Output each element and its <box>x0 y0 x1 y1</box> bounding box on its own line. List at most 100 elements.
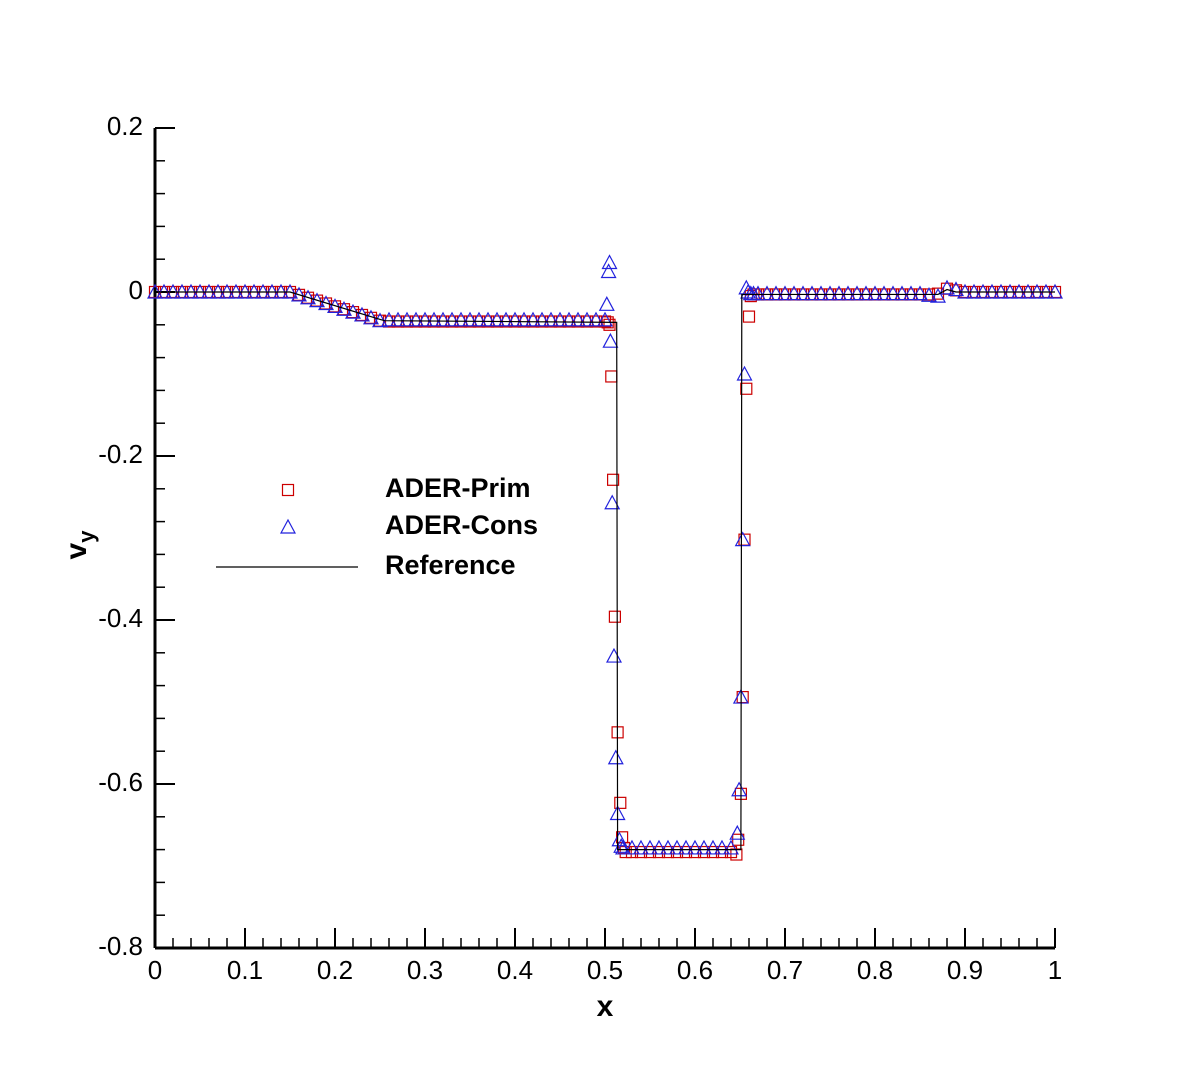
triangle-marker <box>803 285 821 301</box>
triangle-marker <box>479 311 497 327</box>
triangle-marker <box>452 311 470 327</box>
triangle-marker <box>839 285 857 301</box>
triangle-marker <box>560 311 578 327</box>
triangle-marker <box>434 311 452 327</box>
square-marker <box>603 318 616 331</box>
triangle-marker <box>821 285 839 301</box>
triangle-marker <box>407 311 425 327</box>
triangle-marker <box>632 839 650 855</box>
triangle-marker <box>740 283 757 299</box>
triangle-marker <box>722 839 740 855</box>
legend-marker <box>281 483 295 497</box>
triangle-marker <box>470 311 488 327</box>
x-tick-label: 0.8 <box>857 955 893 985</box>
triangle-marker <box>425 311 443 327</box>
triangle-marker <box>731 781 748 797</box>
x-tick-label: 0.7 <box>767 955 803 985</box>
triangle-marker <box>848 285 866 301</box>
x-tick-label: 0.1 <box>227 955 263 985</box>
triangle-marker <box>326 298 344 313</box>
triangle-marker <box>569 311 587 327</box>
y-tick-label: -0.4 <box>98 603 143 633</box>
triangle-marker <box>794 285 812 301</box>
triangle-marker <box>524 311 542 327</box>
triangle-marker <box>686 839 704 855</box>
triangle-marker <box>929 287 947 303</box>
y-axis-label-sub: y <box>74 530 99 543</box>
triangle-marker <box>776 285 794 301</box>
triangle-marker <box>785 285 803 301</box>
square-marker <box>740 382 753 395</box>
triangle-marker <box>308 292 326 308</box>
triangle-marker <box>713 839 731 855</box>
triangle-marker <box>668 839 686 855</box>
triangle-marker <box>605 647 623 663</box>
triangle-marker <box>607 749 624 765</box>
triangle-marker <box>542 311 560 327</box>
triangle-marker <box>317 295 335 311</box>
triangle-marker <box>389 311 407 327</box>
triangle-marker <box>893 285 911 301</box>
triangle-marker <box>611 831 628 847</box>
triangle-marker <box>736 365 753 381</box>
triangle-marker <box>857 285 875 301</box>
square-marker <box>400 315 414 328</box>
triangle-marker <box>335 300 353 316</box>
triangle-marker <box>650 839 668 855</box>
square-marker <box>606 473 620 486</box>
triangle-marker <box>398 311 416 327</box>
square-marker <box>614 796 627 809</box>
triangle-marker <box>515 311 533 327</box>
triangle-marker <box>587 311 605 327</box>
x-tick-label: 0 <box>148 955 162 985</box>
triangle-marker <box>551 311 569 327</box>
y-axis-label: vy <box>60 530 99 560</box>
triangle-marker <box>604 494 621 510</box>
triangle-marker <box>938 279 956 295</box>
triangle-marker <box>947 281 965 297</box>
triangle-marker <box>578 311 596 327</box>
triangle-marker <box>866 285 884 301</box>
triangle-marker <box>600 263 617 279</box>
triangle-marker <box>497 311 515 327</box>
triangle-marker <box>290 286 308 302</box>
triangle-marker <box>695 839 713 855</box>
square-marker <box>608 610 622 623</box>
square-marker <box>382 315 396 328</box>
legend-label: ADER-Cons <box>385 510 538 540</box>
triangle-marker <box>767 285 785 301</box>
triangle-marker <box>443 311 461 327</box>
y-axis-label-main: v <box>60 542 93 559</box>
triangle-marker <box>506 311 524 327</box>
x-tick-label: 0.6 <box>677 955 713 985</box>
reference-line <box>155 288 1055 851</box>
square-marker <box>742 310 756 323</box>
square-marker <box>391 315 405 328</box>
x-tick-label: 0.5 <box>587 955 623 985</box>
triangle-marker <box>830 285 848 301</box>
triangle-marker <box>704 839 722 855</box>
triangle-marker <box>902 285 920 301</box>
triangle-marker <box>758 285 776 301</box>
triangle-marker <box>911 285 929 301</box>
triangle-marker <box>734 531 751 547</box>
triangle-marker <box>488 311 506 327</box>
legend-marker <box>279 518 297 534</box>
triangle-marker <box>416 311 434 327</box>
triangle-marker <box>659 839 677 855</box>
triangle-marker <box>598 296 615 311</box>
x-tick-label: 0.2 <box>317 955 353 985</box>
triangle-marker <box>875 285 893 301</box>
triangle-marker <box>677 839 695 855</box>
triangle-marker <box>641 839 659 855</box>
square-marker <box>598 315 612 328</box>
legend-label: Reference <box>385 550 516 580</box>
x-tick-label: 0.9 <box>947 955 983 985</box>
triangle-marker <box>884 285 902 301</box>
triangle-marker <box>533 311 551 327</box>
triangle-marker <box>461 311 479 327</box>
triangle-marker <box>380 311 398 327</box>
triangle-marker <box>299 289 317 305</box>
triangle-marker <box>614 839 632 855</box>
